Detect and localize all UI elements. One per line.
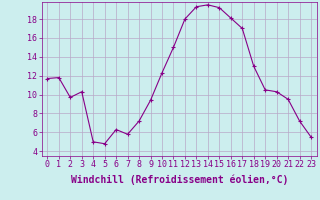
X-axis label: Windchill (Refroidissement éolien,°C): Windchill (Refroidissement éolien,°C)	[70, 175, 288, 185]
